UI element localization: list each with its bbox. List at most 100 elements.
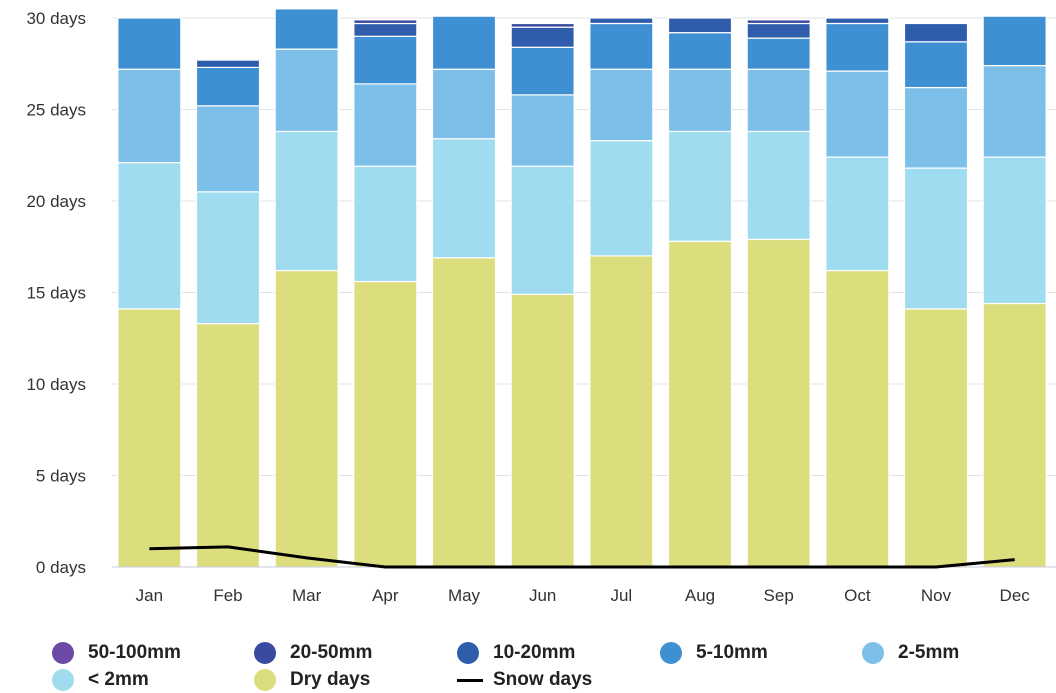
legend-dot-icon bbox=[457, 642, 479, 664]
x-tick-label: Jan bbox=[136, 586, 163, 605]
bar-segment bbox=[983, 157, 1046, 303]
bar-segment bbox=[747, 239, 810, 567]
bar-segment bbox=[826, 157, 889, 270]
legend-label: Snow days bbox=[493, 669, 592, 691]
bar-segment bbox=[905, 309, 968, 567]
bar-segment bbox=[275, 9, 338, 49]
bar-segment bbox=[511, 294, 574, 567]
bar-segment bbox=[747, 20, 810, 24]
bar-segment bbox=[590, 18, 653, 23]
bar-segment bbox=[275, 131, 338, 270]
legend-label: 20-50mm bbox=[290, 642, 372, 664]
x-tick-label: May bbox=[448, 586, 481, 605]
bar-segment bbox=[118, 163, 181, 309]
legend-item-lt-2mm[interactable]: < 2mm bbox=[52, 667, 149, 693]
bar-segment bbox=[118, 69, 181, 162]
bar-segment bbox=[433, 139, 496, 258]
legend-item-2-5mm[interactable]: 2-5mm bbox=[862, 640, 959, 666]
bar-segment bbox=[197, 192, 260, 324]
bar-segment bbox=[511, 95, 574, 166]
legend-dot-icon bbox=[254, 669, 276, 691]
bar-segment bbox=[669, 69, 732, 131]
y-tick-label: 30 days bbox=[26, 9, 86, 28]
x-tick-label: Mar bbox=[292, 586, 322, 605]
legend-label: 10-20mm bbox=[493, 642, 575, 664]
bar-segment bbox=[433, 16, 496, 69]
y-tick-label: 10 days bbox=[26, 375, 86, 394]
bar-segment bbox=[433, 258, 496, 567]
x-tick-label: Aug bbox=[685, 586, 715, 605]
bar-segment bbox=[354, 23, 417, 36]
bar-segment bbox=[590, 256, 653, 567]
legend-label: 5-10mm bbox=[696, 642, 768, 664]
legend-dot-icon bbox=[52, 642, 74, 664]
x-tick-label: Nov bbox=[921, 586, 952, 605]
legend-item-snow-days[interactable]: Snow days bbox=[457, 667, 592, 693]
bar-segment bbox=[197, 324, 260, 567]
x-tick-label: Apr bbox=[372, 586, 399, 605]
bar-segment bbox=[197, 67, 260, 105]
bar-segment bbox=[983, 303, 1046, 567]
bar-segment bbox=[511, 166, 574, 294]
bar-segment bbox=[590, 23, 653, 69]
legend-line-icon bbox=[457, 679, 483, 682]
bar-segment bbox=[983, 16, 1046, 65]
bar-segment bbox=[747, 131, 810, 239]
legend-item-dry-days[interactable]: Dry days bbox=[254, 667, 370, 693]
y-tick-label: 20 days bbox=[26, 192, 86, 211]
bar-segment bbox=[590, 69, 653, 140]
bar-segment bbox=[826, 23, 889, 71]
bar-segment bbox=[905, 42, 968, 88]
bar-segment bbox=[669, 18, 732, 33]
legend-dot-icon bbox=[254, 642, 276, 664]
legend-dot-icon bbox=[52, 669, 74, 691]
bar-segment bbox=[826, 18, 889, 23]
legend-item-10-20mm[interactable]: 10-20mm bbox=[457, 640, 575, 666]
legend-item-20-50mm[interactable]: 20-50mm bbox=[254, 640, 372, 666]
bar-segment bbox=[197, 60, 260, 67]
bar-segment bbox=[354, 36, 417, 84]
bar-segment bbox=[433, 69, 496, 139]
bar-segment bbox=[511, 27, 574, 47]
bar-segment bbox=[511, 23, 574, 27]
bar-segment bbox=[747, 69, 810, 131]
bar-segment bbox=[669, 33, 732, 70]
bar-segment bbox=[275, 271, 338, 567]
x-tick-label: Jun bbox=[529, 586, 556, 605]
bar-segment bbox=[275, 49, 338, 131]
legend-dot-icon bbox=[660, 642, 682, 664]
bar-segment bbox=[905, 23, 968, 41]
x-tick-label: Sep bbox=[764, 586, 794, 605]
bar-segment bbox=[118, 309, 181, 567]
x-tick-label: Jul bbox=[610, 586, 632, 605]
bar-segment bbox=[905, 168, 968, 309]
bar-segment bbox=[747, 23, 810, 38]
y-tick-label: 5 days bbox=[36, 467, 86, 486]
bar-segment bbox=[983, 66, 1046, 158]
x-tick-label: Dec bbox=[1000, 586, 1031, 605]
legend-item-5-10mm[interactable]: 5-10mm bbox=[660, 640, 768, 666]
legend-item-50-100mm[interactable]: 50-100mm bbox=[52, 640, 181, 666]
bar-segment bbox=[197, 106, 260, 192]
legend-dot-icon bbox=[862, 642, 884, 664]
bar-segment bbox=[669, 241, 732, 567]
y-tick-label: 25 days bbox=[26, 101, 86, 120]
legend-row-1: 50-100mm 20-50mm 10-20mm 5-10mm 2-5mm bbox=[0, 640, 1056, 666]
y-tick-label: 0 days bbox=[36, 558, 86, 577]
legend-label: < 2mm bbox=[88, 669, 149, 691]
bar-segment bbox=[826, 271, 889, 567]
x-tick-label: Feb bbox=[213, 586, 242, 605]
bar-segment bbox=[747, 38, 810, 69]
bar-segment bbox=[669, 131, 732, 241]
bar-segment bbox=[826, 71, 889, 157]
legend-label: 2-5mm bbox=[898, 642, 959, 664]
legend-row-2: < 2mm Dry days Snow days bbox=[0, 667, 1056, 693]
legend-label: Dry days bbox=[290, 669, 370, 691]
bar-segment bbox=[118, 18, 181, 69]
bar-segment bbox=[354, 20, 417, 24]
bar-segment bbox=[354, 166, 417, 281]
legend-label: 50-100mm bbox=[88, 642, 181, 664]
bar-segment bbox=[511, 47, 574, 95]
